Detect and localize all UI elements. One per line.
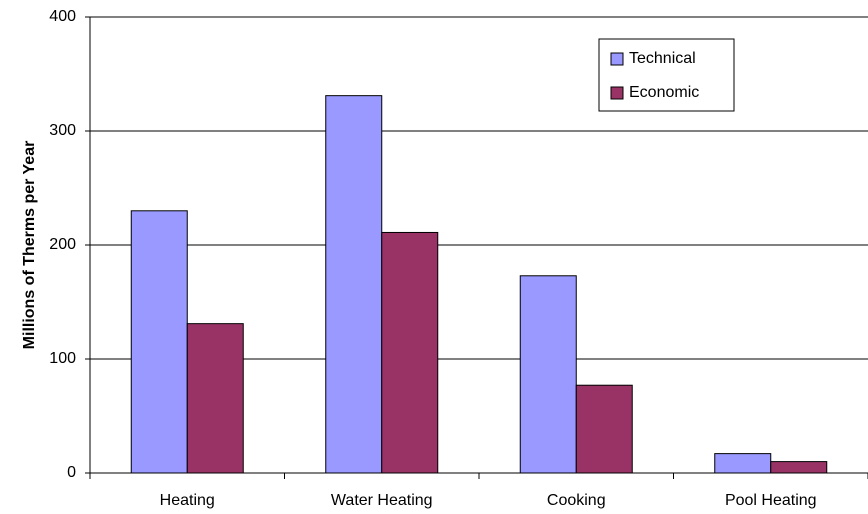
y-tick-label: 400 (49, 8, 76, 25)
bar (325, 95, 383, 474)
y-tick-label: 100 (49, 350, 76, 367)
bar (186, 323, 244, 474)
legend-swatch (610, 52, 624, 66)
legend-label: Technical (629, 50, 696, 67)
y-tick-label: 200 (49, 236, 76, 253)
bar (714, 453, 772, 474)
bar (381, 231, 439, 474)
bar (575, 384, 633, 474)
y-tick-label: 300 (49, 122, 76, 139)
x-tick-label: Pool Heating (725, 492, 817, 509)
x-tick-label: Cooking (547, 492, 606, 509)
legend-label: Economic (629, 84, 699, 101)
x-tick-label: Heating (160, 492, 215, 509)
bar (519, 275, 577, 474)
y-tick-label: 0 (67, 464, 76, 481)
bar (130, 210, 188, 474)
y-axis-label: Millions of Therms per Year (21, 141, 38, 350)
x-tick-label: Water Heating (331, 492, 433, 509)
legend-swatch (610, 86, 624, 100)
bar (770, 461, 828, 474)
